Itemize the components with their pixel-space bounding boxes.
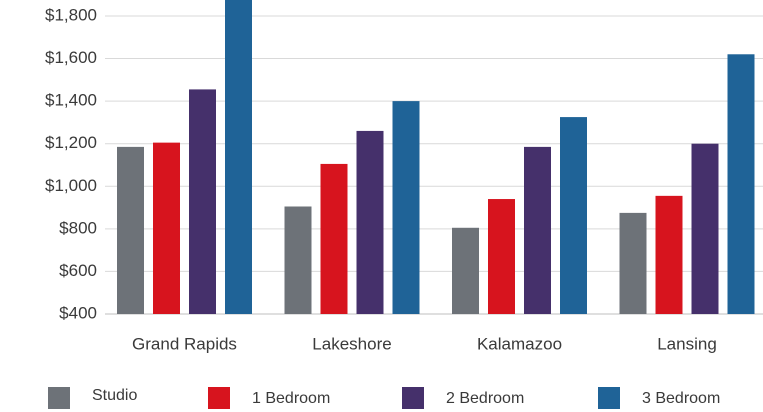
legend-label: 3 Bedroom bbox=[642, 390, 720, 407]
x-tick-label: Lansing bbox=[657, 334, 717, 353]
bar bbox=[619, 212, 647, 314]
bar bbox=[691, 143, 719, 314]
bar bbox=[356, 130, 384, 314]
bar bbox=[655, 195, 683, 314]
legend-label: 1 Bedroom bbox=[252, 390, 330, 407]
x-tick-label: Lakeshore bbox=[312, 334, 391, 353]
bar bbox=[225, 0, 252, 314]
y-tick-label: $1,000 bbox=[45, 176, 97, 195]
y-tick-label: $1,800 bbox=[45, 5, 97, 24]
bar bbox=[560, 117, 587, 314]
legend-swatch bbox=[402, 387, 424, 409]
y-tick-label: $1,200 bbox=[45, 133, 97, 152]
y-tick-label: $800 bbox=[59, 218, 97, 237]
legend-label: 2 Bedroom bbox=[446, 390, 524, 407]
bar bbox=[320, 163, 348, 314]
bar bbox=[452, 227, 479, 314]
bar bbox=[524, 146, 551, 314]
y-tick-label: $600 bbox=[59, 261, 97, 280]
bar bbox=[392, 101, 420, 314]
bar bbox=[153, 142, 180, 314]
legend-swatch bbox=[48, 387, 70, 409]
x-tick-label: Grand Rapids bbox=[132, 334, 237, 353]
bar bbox=[284, 206, 312, 314]
x-tick-label: Kalamazoo bbox=[477, 334, 562, 353]
bar bbox=[488, 199, 515, 314]
legend-swatch bbox=[208, 387, 230, 409]
bar bbox=[117, 146, 144, 314]
y-tick-label: $1,400 bbox=[45, 91, 97, 110]
bar bbox=[189, 89, 216, 314]
legend-label: Studio bbox=[92, 387, 137, 404]
y-tick-label: $1,600 bbox=[45, 48, 97, 67]
bar bbox=[727, 54, 755, 315]
legend-swatch bbox=[598, 387, 620, 409]
y-tick-label: $400 bbox=[59, 303, 97, 322]
